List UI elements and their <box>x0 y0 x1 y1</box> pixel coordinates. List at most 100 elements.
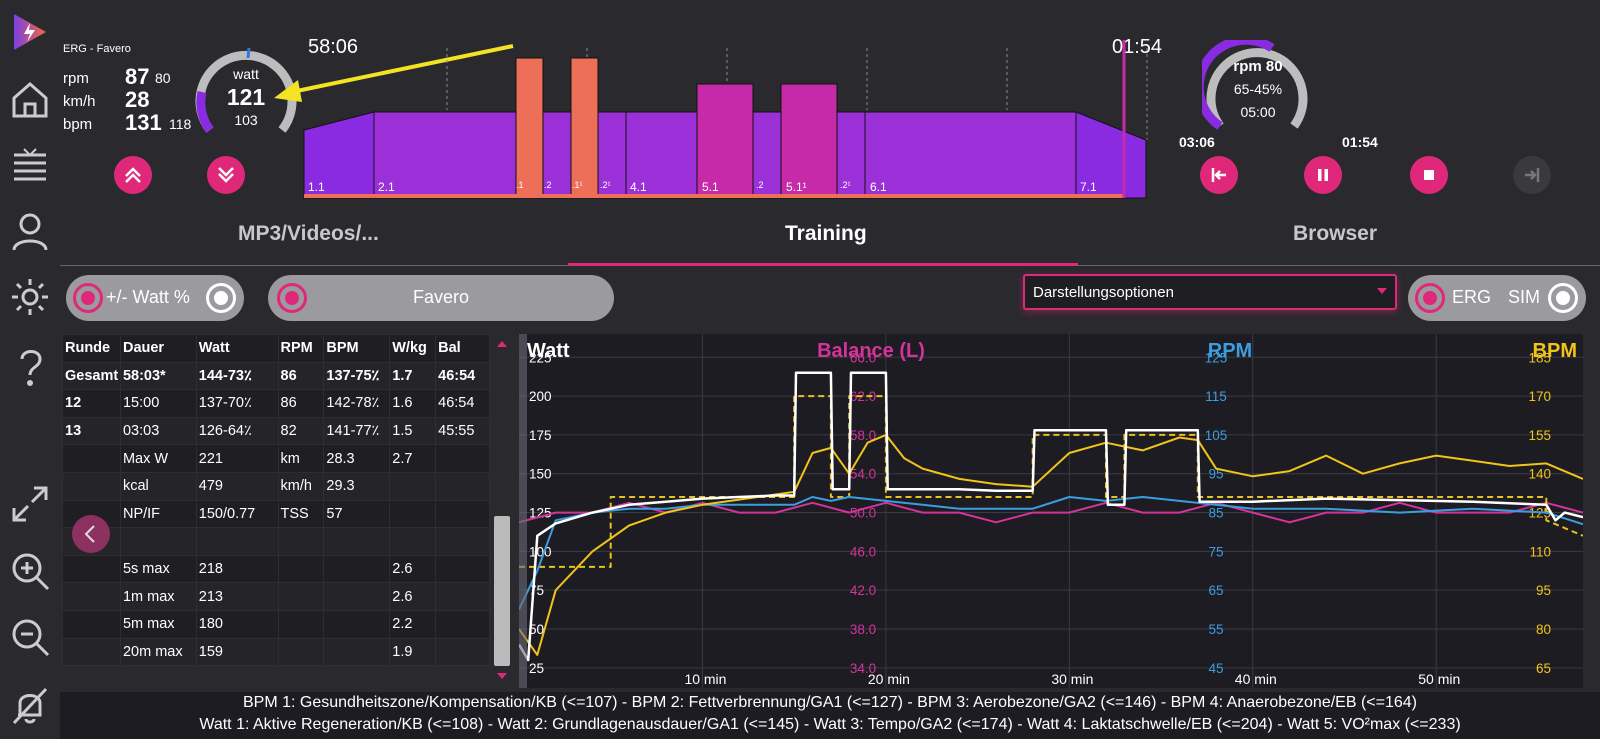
profile-icon[interactable] <box>8 210 52 254</box>
rpm-tick-label: 45 <box>1208 661 1223 676</box>
column-header[interactable]: Bal <box>435 334 490 363</box>
bpm-tick-label: 140 <box>1528 467 1551 482</box>
settings-gear-icon[interactable] <box>8 275 52 319</box>
column-header[interactable]: Runde <box>62 334 121 363</box>
table-row[interactable]: kcal 479 km/h 29.3 <box>62 471 490 501</box>
column-header[interactable]: Dauer <box>119 334 197 363</box>
table-cell <box>62 554 121 584</box>
bpm-zone-legend: BPM 1: Gesundheitszone/Kompensation/KB (… <box>243 694 1417 711</box>
workout-list-icon[interactable] <box>8 145 52 189</box>
table-cell: km/h <box>277 471 325 501</box>
table-row[interactable]: 5m max 180 2.2 <box>62 609 490 639</box>
home-icon[interactable] <box>8 78 52 122</box>
table-row[interactable]: 13 03:03 126-64٪ 82 141-77٪ 1.5 45:55 <box>62 416 490 446</box>
table-row[interactable]: NP/IF 150/0.77 TSS 57 <box>62 499 490 529</box>
chevron-left-icon <box>84 525 95 543</box>
previous-interval-button[interactable] <box>1200 156 1238 194</box>
elapsed-time: 58:06 <box>308 36 359 58</box>
metric-value: 28 <box>125 87 150 112</box>
table-cell: 1.6 <box>389 389 437 418</box>
notifications-off-icon[interactable] <box>8 683 52 727</box>
table-row[interactable]: 20m max 159 1.9 <box>62 637 490 667</box>
pause-button[interactable] <box>1304 156 1342 194</box>
expand-icon[interactable] <box>8 482 52 526</box>
table-cell <box>62 444 121 473</box>
display-options-dropdown[interactable]: Darstellungsoptionen <box>1023 274 1397 310</box>
table-cell: 144-73٪ <box>195 361 279 391</box>
training-chart[interactable]: 10 min 20 min 30 min 40 min 50 min 225 200 175 1… <box>519 334 1583 688</box>
rpm-tick-label: 115 <box>1205 389 1227 404</box>
table-row[interactable]: Max W 221 km 28.3 2.7 <box>62 444 490 473</box>
column-header[interactable]: W/kg <box>389 334 437 363</box>
balance-tick-label: 38.0 <box>850 622 876 637</box>
table-cell: 2.6 <box>389 554 437 584</box>
x-tick-label: 50 min <box>1418 671 1460 687</box>
increase-power-button[interactable] <box>114 156 152 194</box>
table-row[interactable]: 12 15:00 137-70٪ 86 142-78٪ 1.6 46:54 <box>62 389 490 418</box>
table-cell <box>62 582 121 611</box>
table-cell: NP/IF <box>119 499 197 529</box>
table-cell <box>323 582 391 611</box>
table-row[interactable]: 5s max 218 2.6 <box>62 554 490 584</box>
series-title-balance: Balance (L) <box>817 340 925 362</box>
next-interval-button[interactable] <box>1513 156 1551 194</box>
balance-tick-label: 62.0 <box>850 389 876 404</box>
power-gauge-unit: watt <box>233 66 259 82</box>
balance-tick-label: 54.0 <box>850 467 876 482</box>
table-body: Gesamt 58:03* 144-73٪ 86 137-75٪ 1.7 46:54 12 15… <box>62 361 490 667</box>
series-line-rpm <box>519 496 1583 611</box>
device-selector[interactable]: Favero <box>268 275 614 321</box>
table-cell <box>435 471 490 501</box>
column-header[interactable]: BPM <box>323 334 391 363</box>
rpm-tick-label: 95 <box>1208 467 1223 482</box>
column-header[interactable]: RPM <box>277 334 325 363</box>
table-cell <box>323 637 391 667</box>
table-cell: km <box>277 444 325 473</box>
zoom-out-icon[interactable] <box>8 615 52 659</box>
scroll-down-icon[interactable] <box>494 670 510 684</box>
rpm-tick-label: 105 <box>1205 428 1228 443</box>
table-cell <box>435 637 490 667</box>
rpm-tick-label: 75 <box>1208 544 1223 559</box>
scroll-up-icon[interactable] <box>494 336 510 350</box>
table-cell <box>277 582 325 611</box>
balance-tick-label: 58.0 <box>850 428 876 443</box>
tab-training[interactable]: Training <box>785 222 867 245</box>
tab-media[interactable]: MP3/Videos/... <box>238 222 379 245</box>
table-cell <box>62 637 121 667</box>
interval-label: 2.1 <box>378 180 395 194</box>
table-cell: 2.2 <box>389 609 437 639</box>
balance-tick-label: 42.0 <box>850 583 876 598</box>
table-row[interactable]: 1m max 213 2.6 <box>62 582 490 611</box>
table-cell: 126-64٪ <box>195 416 279 446</box>
scroll-thumb[interactable] <box>494 516 510 666</box>
table-cell: 20m max <box>119 637 197 667</box>
metric-label: bpm <box>63 116 93 133</box>
device-name: ERG - Favero <box>63 43 131 55</box>
zoom-in-icon[interactable] <box>8 549 52 593</box>
table-cell: 150/0.77 <box>195 499 279 529</box>
table-cell <box>435 444 490 473</box>
tab-browser[interactable]: Browser <box>1293 222 1378 245</box>
rpm-tick-label: 55 <box>1208 622 1223 637</box>
watt-percent-toggle[interactable]: +/- Watt % <box>66 275 244 321</box>
help-icon[interactable] <box>8 345 52 389</box>
interval-label: 6.1 <box>870 180 887 194</box>
decrease-power-button[interactable] <box>207 156 245 194</box>
balance-tick-label: 34.0 <box>850 661 876 676</box>
table-row[interactable] <box>62 527 490 556</box>
bpm-tick-label: 110 <box>1529 544 1551 559</box>
rpm-tick-label: 125 <box>1205 350 1228 365</box>
column-header[interactable]: Watt <box>195 334 279 363</box>
table-row[interactable]: Gesamt 58:03* 144-73٪ 86 137-75٪ 1.7 46:54 <box>62 361 490 391</box>
table-cell <box>195 527 279 556</box>
app-logo-icon[interactable] <box>8 10 52 54</box>
chart-nav-left-button[interactable] <box>72 515 110 553</box>
stop-button[interactable] <box>1410 156 1448 194</box>
playhead-marker <box>519 334 527 688</box>
pointer-arrow-icon <box>274 44 514 102</box>
table-cell <box>323 609 391 639</box>
table-cell: 46:54 <box>435 361 490 391</box>
erg-sim-toggle[interactable]: ERG SIM <box>1408 275 1586 321</box>
table-scrollbar[interactable] <box>494 334 510 686</box>
